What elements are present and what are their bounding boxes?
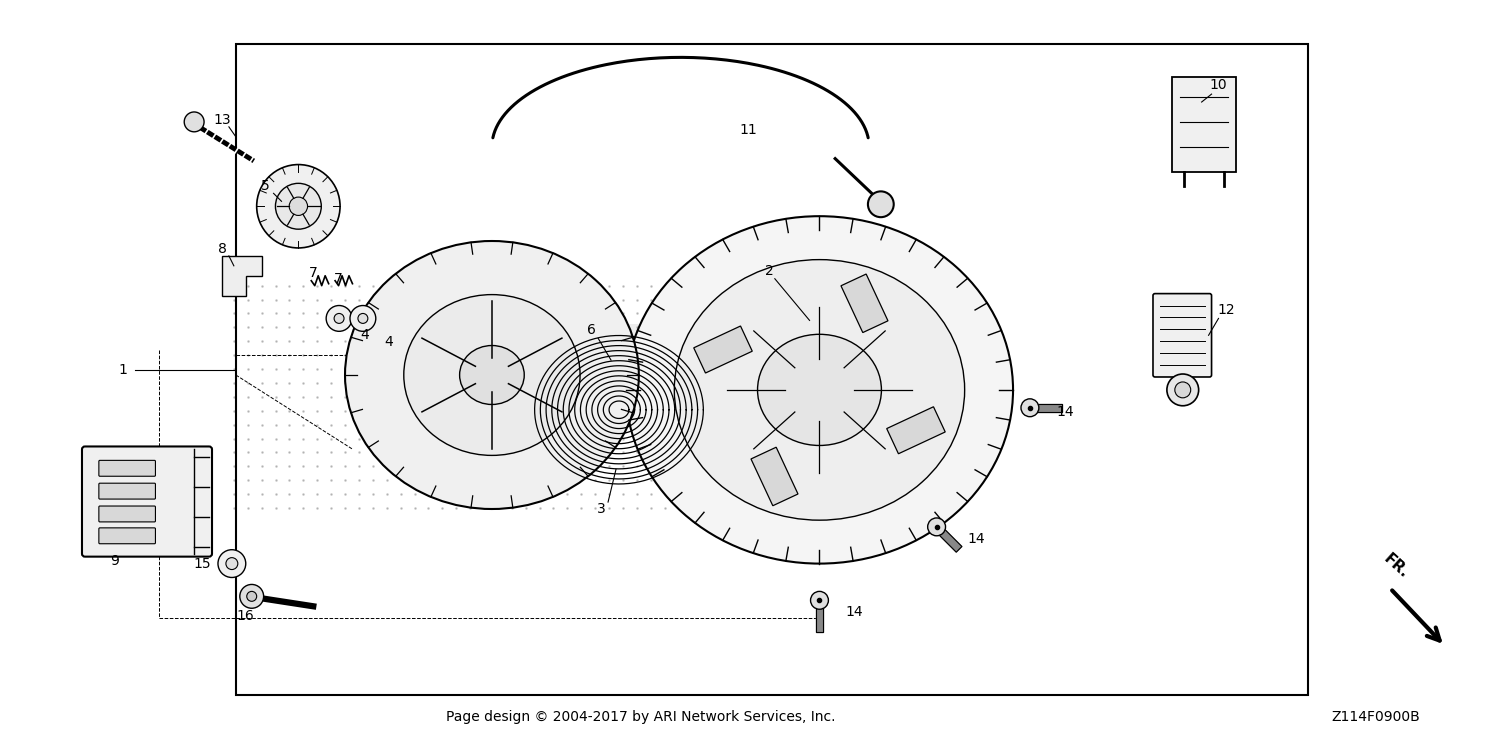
Circle shape xyxy=(1022,399,1040,417)
Circle shape xyxy=(217,550,246,578)
Text: 6: 6 xyxy=(586,323,596,338)
Ellipse shape xyxy=(626,216,1013,563)
Text: 14: 14 xyxy=(846,605,862,619)
FancyBboxPatch shape xyxy=(1154,293,1212,377)
Circle shape xyxy=(290,197,308,215)
Text: 2: 2 xyxy=(765,264,774,278)
Ellipse shape xyxy=(675,260,964,520)
Circle shape xyxy=(184,112,204,132)
Text: 9: 9 xyxy=(111,554,118,568)
Text: 16: 16 xyxy=(237,609,255,623)
Circle shape xyxy=(248,592,256,602)
FancyBboxPatch shape xyxy=(99,528,156,544)
Text: 7: 7 xyxy=(333,272,342,286)
Bar xyxy=(237,44,1308,695)
Text: 10: 10 xyxy=(1209,78,1227,92)
Text: 7: 7 xyxy=(309,266,318,280)
FancyBboxPatch shape xyxy=(82,446,212,556)
Circle shape xyxy=(256,164,340,248)
Text: 3: 3 xyxy=(597,502,606,516)
Ellipse shape xyxy=(345,241,639,509)
Ellipse shape xyxy=(404,295,580,455)
Circle shape xyxy=(1174,382,1191,398)
Text: 5: 5 xyxy=(261,179,270,194)
Text: Page design © 2004-2017 by ARI Network Services, Inc.: Page design © 2004-2017 by ARI Network S… xyxy=(446,710,836,724)
Text: FR.: FR. xyxy=(1380,550,1411,580)
Bar xyxy=(842,274,888,332)
Circle shape xyxy=(334,314,344,323)
FancyBboxPatch shape xyxy=(99,483,156,499)
Text: 8: 8 xyxy=(217,242,226,256)
Circle shape xyxy=(1167,374,1198,406)
Ellipse shape xyxy=(459,346,524,404)
Text: 11: 11 xyxy=(740,123,758,136)
Text: 4: 4 xyxy=(384,335,393,350)
Text: 1: 1 xyxy=(118,363,128,377)
Text: 12: 12 xyxy=(1218,304,1236,317)
Text: 13: 13 xyxy=(213,113,231,127)
Circle shape xyxy=(240,584,264,608)
Bar xyxy=(752,447,798,506)
Polygon shape xyxy=(816,600,824,632)
Text: ARI: ARI xyxy=(584,322,796,428)
Circle shape xyxy=(226,558,238,569)
Text: 14: 14 xyxy=(968,532,986,546)
Text: 14: 14 xyxy=(1058,405,1074,418)
Circle shape xyxy=(358,314,368,323)
Text: Z114F0900B: Z114F0900B xyxy=(1330,710,1419,724)
Circle shape xyxy=(810,592,828,609)
Bar xyxy=(1172,77,1236,172)
Circle shape xyxy=(276,183,321,230)
Bar xyxy=(693,326,753,373)
Text: 4: 4 xyxy=(360,328,369,342)
FancyBboxPatch shape xyxy=(99,506,156,522)
Text: 15: 15 xyxy=(194,556,211,571)
Circle shape xyxy=(350,305,376,332)
Polygon shape xyxy=(934,524,962,552)
Circle shape xyxy=(927,518,945,536)
FancyBboxPatch shape xyxy=(99,460,156,476)
Polygon shape xyxy=(1030,404,1062,412)
Ellipse shape xyxy=(758,334,882,446)
Polygon shape xyxy=(222,256,261,296)
Circle shape xyxy=(326,305,352,332)
Bar xyxy=(886,406,945,454)
Circle shape xyxy=(868,191,894,217)
